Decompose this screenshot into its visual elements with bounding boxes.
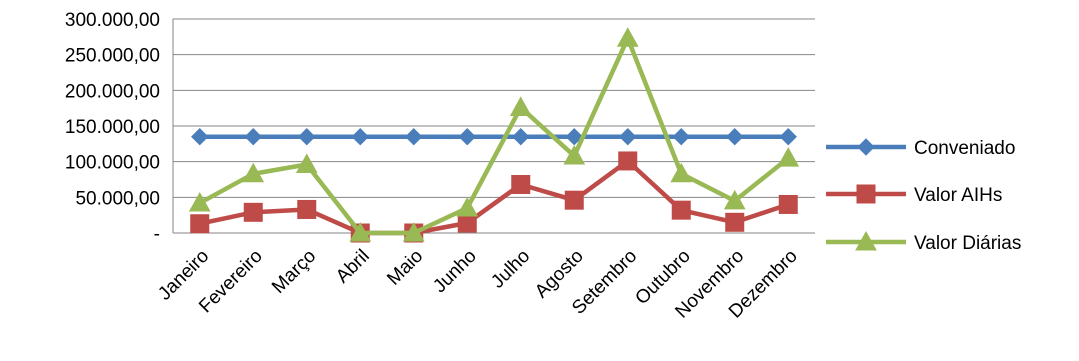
x-tick-label: Maio — [383, 246, 427, 290]
legend-item-valor-di-rias: Valor Diárias — [826, 230, 1021, 254]
x-tick-label: Junho — [429, 246, 480, 297]
data-point — [564, 190, 584, 210]
y-axis-tick-labels: - 50.000,00 100.000,00 150.000,00 200.000,00… — [65, 10, 160, 245]
y-tick-label: 50.000,00 — [75, 188, 160, 209]
x-tick-label: Julho — [487, 246, 534, 293]
data-point — [618, 151, 638, 171]
y-tick-label: 200.000,00 — [65, 81, 160, 102]
data-point — [671, 200, 691, 220]
legend-item-valor-aihs: Valor AIHs — [826, 184, 1002, 206]
legend-marker — [857, 138, 875, 156]
data-point — [670, 162, 693, 183]
x-tick-label: Abril — [332, 246, 374, 288]
data-point — [725, 212, 745, 232]
data-point — [456, 197, 479, 217]
data-point — [511, 174, 531, 194]
y-tick-label: 250.000,00 — [65, 46, 160, 67]
data-point — [778, 194, 798, 214]
data-point — [405, 127, 423, 146]
legend-marker — [856, 184, 876, 204]
data-point — [619, 127, 637, 146]
data-point — [458, 127, 476, 146]
data-point — [563, 144, 586, 165]
y-tick-label: 150.000,00 — [65, 117, 160, 138]
y-tick-label: - — [154, 224, 160, 245]
data-point — [726, 127, 744, 146]
data-point — [723, 189, 746, 210]
data-point — [509, 96, 532, 116]
data-point — [243, 202, 263, 222]
data-point — [351, 127, 369, 146]
series-line — [198, 36, 790, 236]
data-point — [512, 127, 530, 146]
y-tick-label: 100.000,00 — [65, 153, 160, 174]
data-point — [242, 162, 265, 183]
data-point — [777, 147, 800, 167]
legend-marker — [855, 230, 877, 251]
data-point — [244, 127, 262, 146]
series-valor-di-rias — [188, 27, 800, 242]
data-point — [295, 153, 318, 174]
data-point — [672, 127, 690, 146]
legend-label: Valor AIHs — [914, 185, 1002, 206]
legend-label: Conveniado — [914, 138, 1015, 159]
data-point — [779, 127, 797, 146]
data-point — [616, 27, 639, 47]
series-layer — [188, 27, 800, 243]
data-point — [565, 127, 583, 146]
data-point — [349, 221, 372, 242]
data-point — [402, 221, 425, 242]
x-tick-label: Março — [268, 246, 320, 298]
grid-lines — [172, 18, 815, 234]
data-point — [457, 213, 477, 233]
data-point — [188, 192, 211, 212]
series-conveniado — [191, 127, 797, 146]
y-tick-label: 300.000,00 — [65, 10, 160, 31]
data-point — [190, 214, 210, 234]
legend: Conveniado Valor AIHs Valor Diárias — [826, 138, 1021, 254]
data-point — [298, 127, 316, 146]
legend-label: Valor Diárias — [914, 233, 1021, 254]
legend-item-conveniado: Conveniado — [826, 138, 1015, 159]
data-point — [191, 127, 209, 146]
data-point — [297, 199, 317, 219]
